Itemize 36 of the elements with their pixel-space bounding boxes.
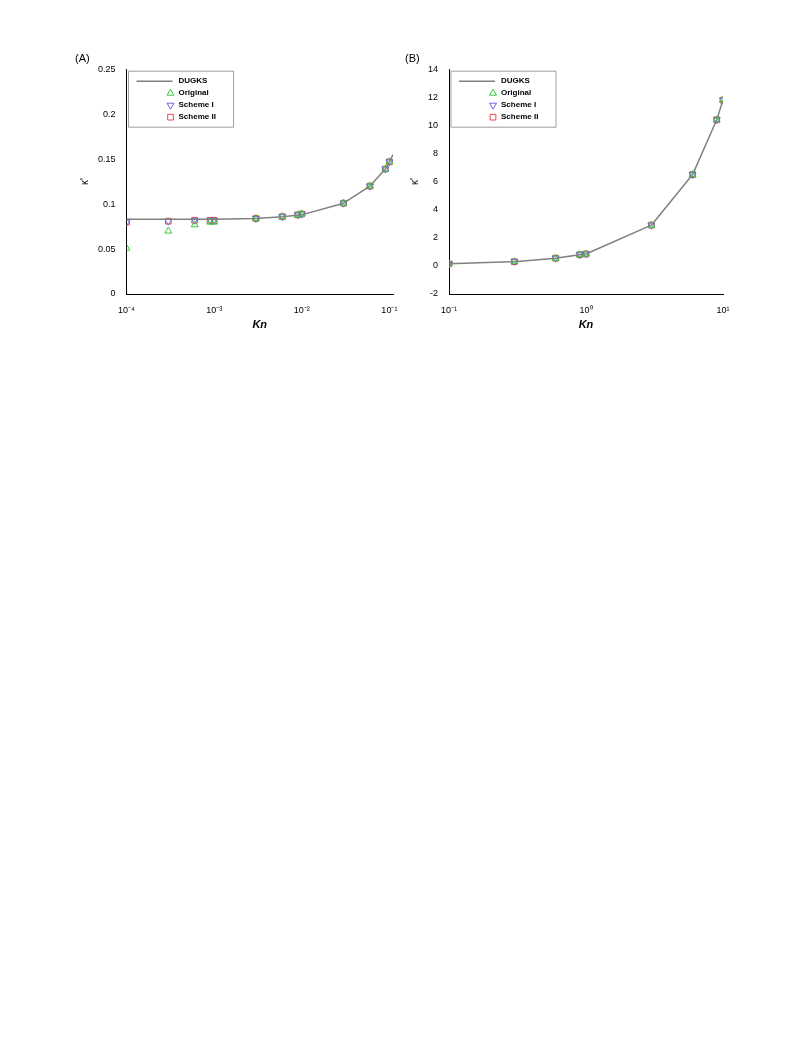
chart-title: (B) xyxy=(405,51,420,64)
y-tick-label: 12 xyxy=(428,91,439,102)
y-tick-label: 8 xyxy=(433,147,439,158)
x-tick-label: 10⁻¹ xyxy=(441,304,458,315)
y-tick-label: 0.1 xyxy=(103,198,116,209)
legend-label: Scheme I xyxy=(178,100,214,110)
x-tick-label: 10⁻³ xyxy=(206,304,223,315)
x-tick-label: 10⁰ xyxy=(579,304,593,315)
x-tick-label: 10⁻¹ xyxy=(381,304,398,315)
y-tick-label: 0.25 xyxy=(97,63,116,74)
legend-label: Original xyxy=(178,88,209,98)
y-tick-label: 0.15 xyxy=(97,153,116,164)
y-tick-label: 14 xyxy=(428,63,439,74)
x-tick-label: 10⁻⁴ xyxy=(118,304,136,315)
x-tick-label: 10⁻² xyxy=(293,304,310,315)
y-tick-label: -2 xyxy=(430,288,439,299)
y-axis-title: κ' xyxy=(408,178,420,186)
x-axis-title: Kn xyxy=(252,318,268,331)
y-tick-label: 0.05 xyxy=(97,243,116,254)
legend-label: DUGKS xyxy=(178,76,209,86)
legend-label: DUGKS xyxy=(501,76,531,86)
x-axis-title: Kn xyxy=(578,318,594,331)
legend-label: Scheme II xyxy=(501,112,539,122)
y-tick-label: 6 xyxy=(433,176,439,187)
legend-label: Original xyxy=(501,88,532,98)
x-tick-label: 10¹ xyxy=(716,304,730,315)
y-tick-label: 10 xyxy=(428,119,439,130)
y-tick-label: 0 xyxy=(433,260,439,271)
y-tick-label: 0 xyxy=(110,288,116,299)
chart-title: (A) xyxy=(75,51,90,64)
y-axis-title: κ' xyxy=(78,178,90,186)
legend-label: Scheme II xyxy=(178,112,216,122)
y-tick-label: 2 xyxy=(433,232,439,243)
y-tick-label: 4 xyxy=(433,204,439,215)
legend-label: Scheme I xyxy=(501,100,537,110)
y-tick-label: 0.2 xyxy=(103,108,116,119)
